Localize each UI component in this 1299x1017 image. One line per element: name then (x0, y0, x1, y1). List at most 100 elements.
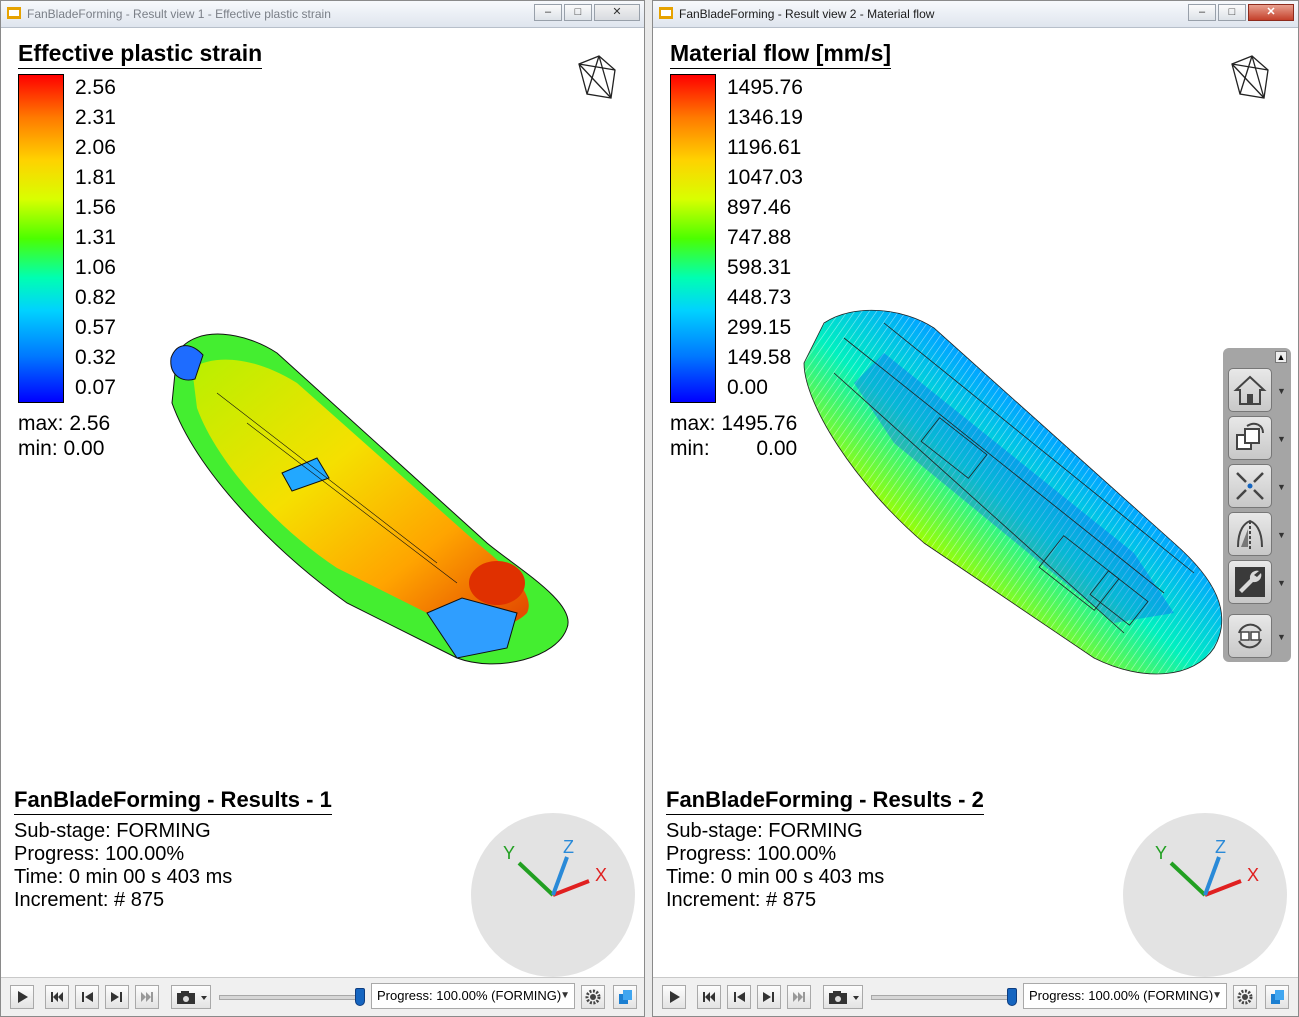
legend-tick: 1196.61 (727, 136, 802, 159)
first-frame-button[interactable] (45, 985, 69, 1009)
close-icon: ✕ (612, 6, 622, 18)
chevron-down-icon[interactable]: ▼ (1277, 632, 1286, 642)
play-button[interactable] (662, 985, 686, 1009)
legend-min: min: 0.00 (18, 437, 105, 460)
screenshot-camera-icon (177, 991, 207, 1004)
minimize-icon: – (544, 6, 552, 18)
legend-tick: 0.57 (75, 316, 116, 339)
color-scale-bar (670, 74, 716, 403)
progress-select-value: Progress: 100.00% (FORMING) (377, 988, 562, 1003)
step-back-button[interactable] (75, 985, 99, 1009)
chevron-down-icon[interactable]: ▼ (1277, 482, 1286, 492)
legend-tick: 897.46 (727, 196, 792, 219)
last-frame-button[interactable] (135, 985, 159, 1009)
play-button[interactable] (10, 985, 34, 1009)
mirror-symmetry-button[interactable] (1228, 512, 1272, 556)
progress-select[interactable]: Progress: 100.00% (FORMING) ▼ (1023, 983, 1227, 1009)
first-frame-icon (703, 992, 715, 1002)
first-frame-icon (51, 992, 63, 1002)
fit-zoom-button[interactable] (1228, 464, 1272, 508)
legend-title: Effective plastic strain (18, 40, 263, 69)
wrench-tools-button[interactable] (1228, 560, 1272, 604)
screenshot-button[interactable] (171, 985, 211, 1009)
workpiece-flow-model[interactable] (794, 293, 1234, 693)
sync-views-icon (1238, 623, 1262, 649)
time-text: Time: 0 min 00 s 403 ms (14, 866, 233, 888)
copy-results-button[interactable] (1265, 985, 1289, 1009)
step-forward-button[interactable] (757, 985, 781, 1009)
chevron-down-icon[interactable]: ▼ (1277, 530, 1286, 540)
legend-tick: 1047.03 (727, 166, 803, 189)
legend-tick: 149.58 (727, 346, 792, 369)
orientation-triad[interactable]: X Y Z (1121, 811, 1289, 978)
legend-tick: 1.81 (75, 166, 116, 189)
play-icon (670, 991, 680, 1003)
legend-tick: 747.88 (727, 226, 792, 249)
step-forward-button[interactable] (105, 985, 129, 1009)
increment-text: Increment: # 875 (666, 889, 817, 911)
slider-thumb[interactable] (355, 988, 365, 1006)
copy-results-icon (1271, 990, 1284, 1004)
maximize-button[interactable]: □ (1218, 4, 1246, 21)
chevron-down-icon[interactable]: ▼ (1277, 578, 1286, 588)
progress-text: Progress: 100.00% (14, 843, 185, 865)
progress-slider[interactable] (871, 986, 1017, 1008)
axis-x-label: X (1247, 865, 1259, 885)
result-info-title: FanBladeForming - Results - 2 (666, 787, 984, 815)
legend-tick: 2.56 (75, 76, 116, 99)
substage-text: Sub-stage: FORMING (666, 820, 863, 842)
substage-text: Sub-stage: FORMING (14, 820, 211, 842)
legend-tick: 0.00 (727, 376, 768, 399)
screenshot-camera-icon (829, 991, 859, 1004)
minimize-button[interactable]: – (1188, 4, 1216, 21)
close-button[interactable]: ✕ (594, 4, 640, 21)
sync-views-button[interactable] (1228, 614, 1272, 658)
axis-z-label: Z (1215, 837, 1226, 857)
chevron-down-icon[interactable]: ▼ (1277, 386, 1286, 396)
legend-tick: 0.07 (75, 376, 116, 399)
progress-slider[interactable] (219, 986, 365, 1008)
minimize-button[interactable]: – (534, 4, 562, 21)
copy-results-icon (619, 990, 632, 1004)
collapse-panel-button[interactable]: ▲ (1275, 351, 1287, 363)
view-orientation-button[interactable] (1228, 416, 1272, 460)
first-frame-button[interactable] (697, 985, 721, 1009)
legend-min: min: 0.00 (670, 437, 798, 460)
3d-viewport[interactable]: Effective plastic strain 2.56 2.31 2.06 … (7, 28, 639, 978)
maximize-button[interactable]: □ (564, 4, 592, 21)
3d-logo-icon (578, 55, 616, 99)
home-view-button[interactable] (1228, 368, 1272, 412)
title-bar[interactable]: FanBladeForming - Result view 1 - Effect… (1, 1, 644, 28)
legend-title: Material flow [mm/s] (670, 40, 892, 69)
orientation-triad[interactable]: X Y Z (469, 811, 637, 978)
settings-button[interactable] (1233, 985, 1257, 1009)
slider-thumb[interactable] (1007, 988, 1017, 1006)
close-icon: ✕ (1266, 6, 1276, 18)
close-button[interactable]: ✕ (1248, 4, 1294, 21)
copy-results-button[interactable] (613, 985, 637, 1009)
color-scale-bar (18, 74, 64, 403)
legend-tick: 1346.19 (727, 106, 803, 129)
axis-z-label: Z (563, 837, 574, 857)
settings-button[interactable] (581, 985, 605, 1009)
legend-tick: 0.32 (75, 346, 116, 369)
3d-viewport[interactable]: Material flow [mm/s] 1495.76 1346.19 119… (659, 28, 1292, 978)
screenshot-button[interactable] (823, 985, 863, 1009)
last-frame-button[interactable] (787, 985, 811, 1009)
workpiece-strain-model[interactable] (157, 313, 577, 673)
last-frame-icon (793, 992, 805, 1002)
slider-track (219, 995, 365, 1000)
axis-y-label: Y (503, 843, 515, 863)
window-title: FanBladeForming - Result view 2 - Materi… (679, 7, 935, 21)
axis-y-label: Y (1155, 843, 1167, 863)
legend-tick: 1.56 (75, 196, 116, 219)
view-splitter[interactable] (645, 0, 652, 1017)
title-bar[interactable]: FanBladeForming - Result view 2 - Materi… (653, 1, 1298, 28)
chevron-down-icon[interactable]: ▼ (1277, 434, 1286, 444)
legend-tick: 1.06 (75, 256, 116, 279)
last-frame-icon (141, 992, 153, 1002)
result-info-title: FanBladeForming - Results - 1 (14, 787, 332, 815)
step-back-button[interactable] (727, 985, 751, 1009)
increment-text: Increment: # 875 (14, 889, 165, 911)
progress-select[interactable]: Progress: 100.00% (FORMING) ▼ (371, 983, 575, 1009)
